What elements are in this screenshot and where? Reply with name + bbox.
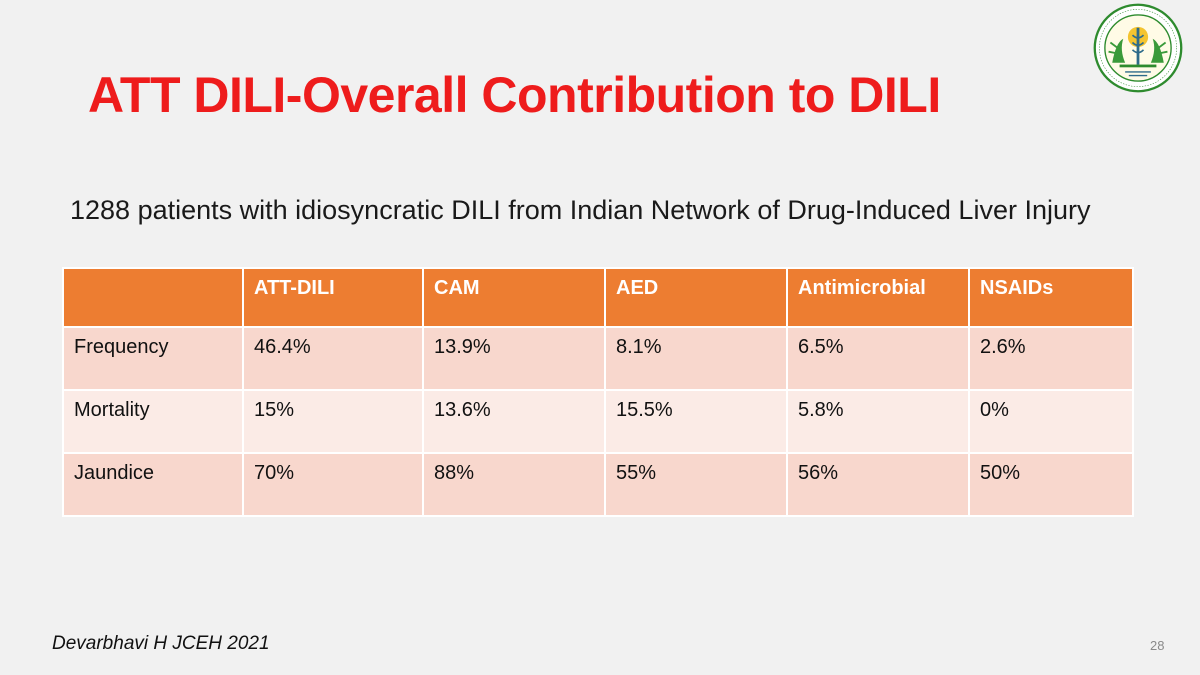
row-label: Frequency bbox=[62, 326, 244, 391]
page-number: 28 bbox=[1150, 638, 1165, 653]
slide-subtitle: 1288 patients with idiosyncratic DILI fr… bbox=[70, 195, 1091, 225]
table-cell: 88% bbox=[422, 452, 606, 517]
dili-comparison-table: ATT-DILI CAM AED Antimicrobial NSAIDs Fr… bbox=[62, 267, 1134, 517]
table-row: Jaundice 70% 88% 55% 56% 50% bbox=[62, 452, 1134, 517]
citation: Devarbhavi H JCEH 2021 bbox=[52, 633, 270, 654]
slide-title: ATT DILI-Overall Contribution to DILI bbox=[88, 67, 941, 123]
table-header-cell: CAM bbox=[422, 267, 606, 328]
table-row: Frequency 46.4% 13.9% 8.1% 6.5% 2.6% bbox=[62, 326, 1134, 391]
institute-seal-icon bbox=[1093, 3, 1183, 93]
table-cell: 50% bbox=[968, 452, 1134, 517]
table-cell: 70% bbox=[242, 452, 424, 517]
table-cell: 46.4% bbox=[242, 326, 424, 391]
table-cell: 5.8% bbox=[786, 389, 970, 454]
table-cell: 2.6% bbox=[968, 326, 1134, 391]
table-cell: 55% bbox=[604, 452, 788, 517]
table-cell: 15.5% bbox=[604, 389, 788, 454]
table-header-cell bbox=[62, 267, 244, 328]
table-cell: 6.5% bbox=[786, 326, 970, 391]
table-header-cell: NSAIDs bbox=[968, 267, 1134, 328]
row-label: Jaundice bbox=[62, 452, 244, 517]
table-row: Mortality 15% 13.6% 15.5% 5.8% 0% bbox=[62, 389, 1134, 454]
table-cell: 0% bbox=[968, 389, 1134, 454]
table-cell: 13.6% bbox=[422, 389, 606, 454]
row-label: Mortality bbox=[62, 389, 244, 454]
table-cell: 8.1% bbox=[604, 326, 788, 391]
table-header-row: ATT-DILI CAM AED Antimicrobial NSAIDs bbox=[62, 267, 1134, 328]
table-header-cell: ATT-DILI bbox=[242, 267, 424, 328]
table-cell: 15% bbox=[242, 389, 424, 454]
table-cell: 56% bbox=[786, 452, 970, 517]
table-header-cell: Antimicrobial bbox=[786, 267, 970, 328]
table-header-cell: AED bbox=[604, 267, 788, 328]
table-cell: 13.9% bbox=[422, 326, 606, 391]
